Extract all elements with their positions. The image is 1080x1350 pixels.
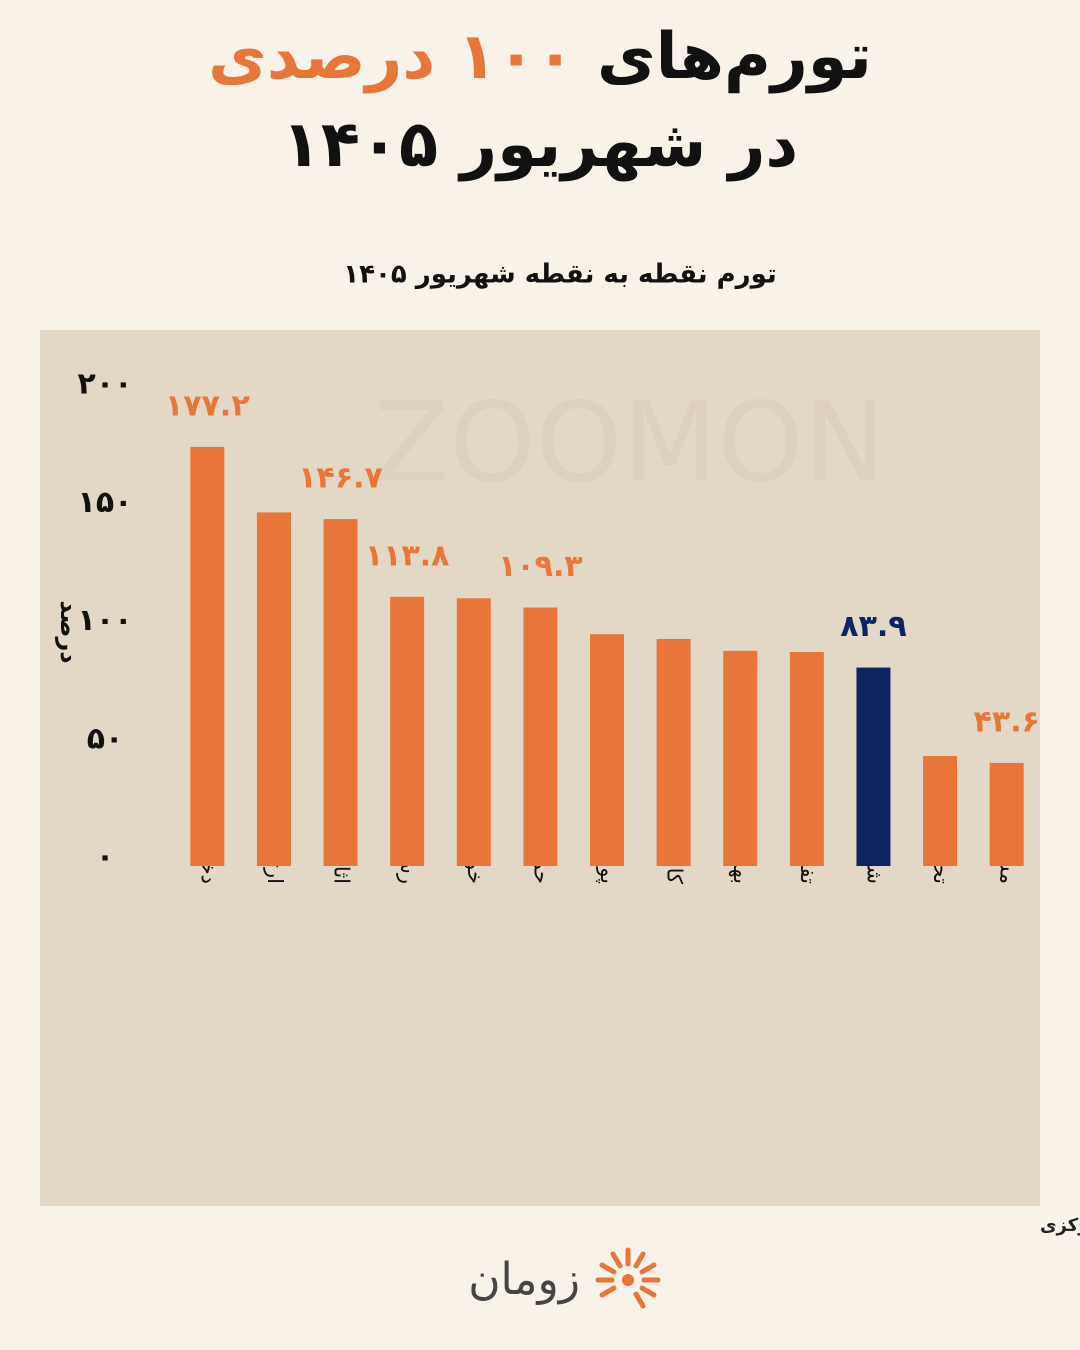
title-main: تورم‌های	[596, 20, 872, 94]
bar	[390, 596, 425, 866]
bar	[789, 651, 824, 866]
value-label: ۴۳.۶	[974, 704, 1040, 739]
value-label: ۱۰۹.۳	[498, 549, 583, 584]
bar	[856, 667, 891, 866]
y-tick-label: ۲۰۰	[78, 367, 133, 402]
logo-icon	[595, 1247, 661, 1309]
value-label: ۱۱۳.۸	[365, 538, 450, 573]
value-label: ۱۷۷.۲	[165, 388, 250, 423]
bar	[323, 519, 358, 866]
bar	[523, 607, 558, 866]
bar	[456, 598, 491, 866]
value-label: ۱۴۶.۷	[298, 461, 383, 496]
y-tick-label: ۱۰۰	[78, 603, 133, 638]
source: منبع داده: بانک مرکزی	[1040, 1215, 1080, 1236]
title-line-1: تورم‌های ۱۰۰ درصدی	[0, 20, 1080, 94]
chart-title: تورم نقطه به نقطه شهریور ۱۴۰۵	[343, 260, 776, 290]
bar	[190, 446, 225, 866]
y-tick-label: ۰	[96, 840, 114, 875]
bar	[989, 762, 1024, 866]
value-label: ۸۳.۹	[840, 609, 906, 644]
bar	[256, 512, 291, 866]
bar	[656, 638, 691, 866]
title-highlight: ۱۰۰ درصدی	[208, 20, 575, 94]
y-tick-label: ۱۵۰	[78, 485, 133, 520]
bar	[723, 650, 758, 866]
bar	[923, 756, 958, 866]
y-tick-label: ۵۰	[87, 721, 124, 756]
title-line-2: در شهریور ۱۴۰۵	[281, 108, 799, 182]
logo-text: زومان	[468, 1254, 580, 1305]
bar	[590, 634, 624, 866]
y-axis-label: درصد	[55, 600, 83, 663]
watermark: ZOOMON	[374, 378, 886, 506]
